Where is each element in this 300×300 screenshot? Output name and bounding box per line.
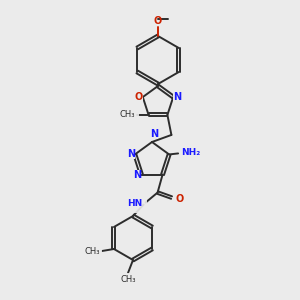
Text: HN: HN — [127, 199, 142, 208]
Text: O: O — [176, 194, 184, 204]
Text: CH₃: CH₃ — [120, 275, 136, 284]
Text: N: N — [173, 92, 181, 102]
Text: N: N — [134, 169, 142, 180]
Text: N: N — [150, 129, 158, 139]
Text: O: O — [135, 92, 143, 102]
Text: O: O — [154, 16, 162, 26]
Text: N: N — [127, 149, 135, 159]
Text: CH₃: CH₃ — [119, 110, 135, 119]
Text: NH₂: NH₂ — [181, 148, 200, 157]
Text: CH₃: CH₃ — [84, 247, 100, 256]
